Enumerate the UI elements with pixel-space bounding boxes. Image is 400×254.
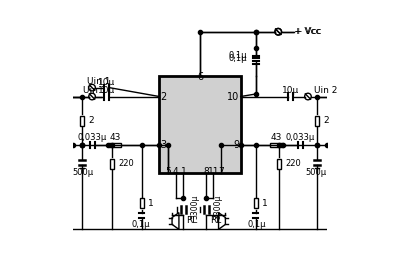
Text: 7: 7 [218,167,224,176]
Bar [270,143,282,147]
Bar [80,116,84,126]
Bar [110,159,114,169]
Bar [140,198,144,208]
Text: Uin 1: Uin 1 [87,77,110,86]
Text: 2: 2 [88,116,94,125]
Text: 9: 9 [234,140,240,150]
Text: 10µ: 10µ [98,86,116,96]
Bar [315,116,319,126]
Text: 2: 2 [160,91,166,102]
Text: Uin 2: Uin 2 [314,86,338,96]
Text: + Vcc: + Vcc [295,27,322,36]
Text: 5: 5 [165,167,171,176]
Text: 10: 10 [227,91,240,102]
Text: 10µ: 10µ [98,78,116,87]
Text: 500µ: 500µ [305,168,326,177]
Text: RL: RL [186,216,197,226]
Text: 3: 3 [160,140,166,150]
Text: 4: 4 [173,167,179,176]
Text: 220: 220 [285,159,301,168]
Text: Uin 1: Uin 1 [83,86,107,96]
Text: 11: 11 [208,167,219,176]
Text: 1: 1 [148,199,154,208]
Bar [277,159,281,169]
Text: 10µ: 10µ [282,86,299,96]
Text: 43: 43 [270,133,282,142]
Polygon shape [172,213,179,229]
Text: 1: 1 [262,199,268,208]
Text: 3300µ: 3300µ [191,195,200,219]
Text: 0,1µ: 0,1µ [228,54,247,64]
Text: 0,1µ: 0,1µ [228,51,247,60]
Text: 0,1µ: 0,1µ [131,219,150,229]
Text: 43: 43 [109,133,120,142]
Text: 220: 220 [119,159,134,168]
Text: 0,033µ: 0,033µ [78,133,107,142]
Bar [159,76,241,173]
Text: 500µ: 500µ [72,168,94,177]
Text: 6: 6 [197,72,203,83]
Bar [254,198,258,208]
Text: 0,033µ: 0,033µ [286,133,315,142]
Text: RL: RL [210,216,222,226]
Text: 1: 1 [181,167,186,176]
Bar [108,143,121,147]
Text: 2: 2 [323,116,329,125]
Text: 0,1µ: 0,1µ [248,219,266,229]
Text: 3300µ: 3300µ [214,195,222,219]
Text: 8: 8 [204,167,209,176]
Text: + Vcc: + Vcc [294,27,320,36]
Polygon shape [218,213,226,229]
